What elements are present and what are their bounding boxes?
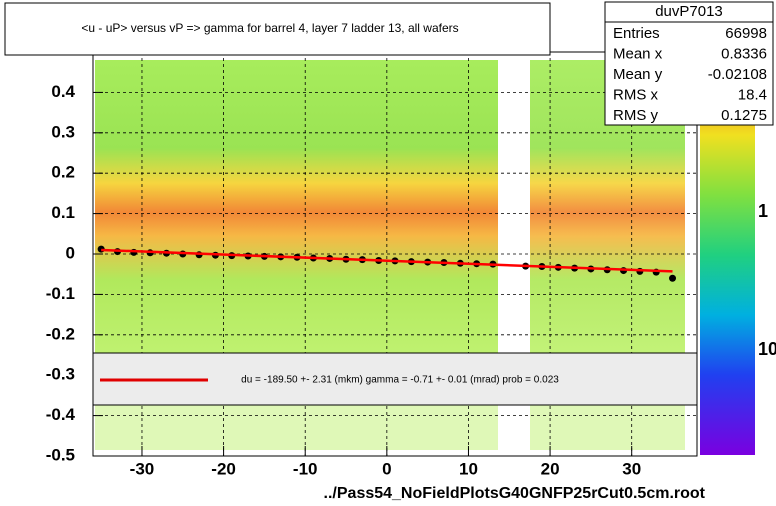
stats-label: RMS y <box>613 107 659 124</box>
x-tick-label: -20 <box>211 459 236 478</box>
stats-title: duvP7013 <box>655 3 723 20</box>
stats-value: 18.4 <box>738 86 767 103</box>
profile-point <box>669 274 677 282</box>
stats-value: -0.02108 <box>708 66 767 83</box>
y-tick-label: -0.5 <box>46 445 75 464</box>
title-box <box>4 2 551 56</box>
y-tick-label: 0.1 <box>51 203 75 222</box>
stats-label: RMS x <box>613 86 659 103</box>
x-tick-label: -30 <box>130 459 155 478</box>
x-tick-label: 20 <box>541 459 560 478</box>
stats-value: 0.1275 <box>721 107 767 124</box>
y-tick-label: -0.3 <box>46 365 75 384</box>
palette-label: 1 <box>758 201 768 221</box>
x-tick-label: 0 <box>382 459 391 478</box>
chart-title: <u - uP> versus vP => gamma for barrel 4… <box>81 21 458 35</box>
y-tick-label: 0.4 <box>51 82 75 101</box>
x-axis-label: ../Pass54_NoFieldPlotsG40GNFP25rCut0.5cm… <box>324 485 706 502</box>
legend-text: du = -189.50 +- 2.31 (mkm) gamma = -0.71… <box>241 375 559 386</box>
x-tick-label: 30 <box>622 459 641 478</box>
stats-value: 66998 <box>725 25 767 42</box>
x-tick-label: -10 <box>293 459 318 478</box>
stats-label: Mean x <box>613 45 663 62</box>
y-tick-label: -0.1 <box>46 284 75 303</box>
fit-line <box>101 248 673 273</box>
y-tick-label: 0.2 <box>51 163 75 182</box>
stats-label: Entries <box>613 25 660 42</box>
stats-label: Mean y <box>613 66 663 83</box>
y-tick-label: -0.2 <box>46 324 75 343</box>
x-tick-label: 10 <box>459 459 478 478</box>
y-tick-label: 0.3 <box>51 122 75 141</box>
palette-label: 10 <box>758 339 776 359</box>
y-tick-label: 0 <box>66 243 75 262</box>
y-tick-label: -0.4 <box>46 405 76 424</box>
stats-value: 0.8336 <box>721 45 767 62</box>
